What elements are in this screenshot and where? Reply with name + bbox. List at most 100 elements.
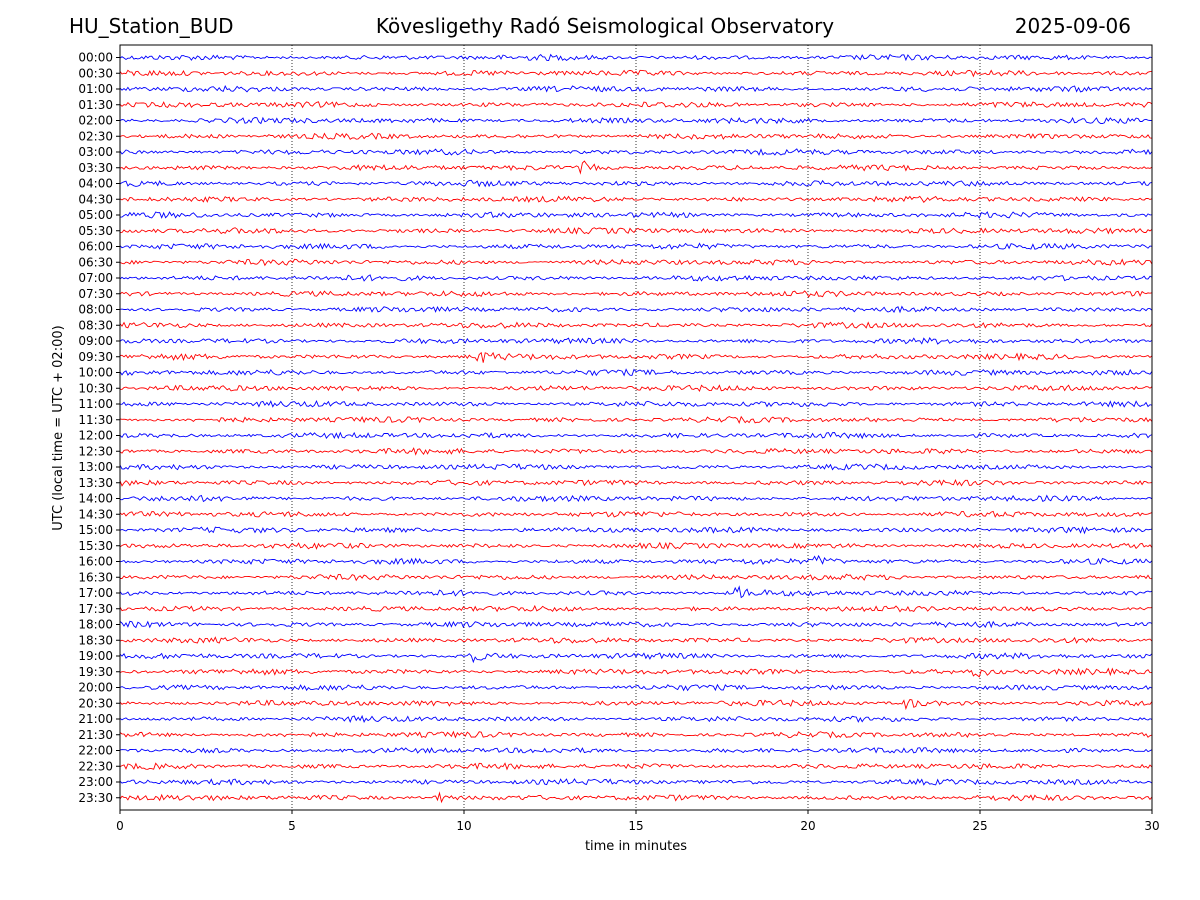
y-tick-label: 04:30 [78, 192, 113, 206]
y-tick-label: 16:00 [78, 555, 113, 569]
y-tick-label: 02:00 [78, 114, 113, 128]
y-tick-label: 08:00 [78, 303, 113, 317]
y-tick-label: 19:00 [78, 649, 113, 663]
seismic-trace [119, 585, 1153, 599]
y-tick-label: 01:30 [78, 98, 113, 112]
y-tick-label: 17:00 [78, 586, 113, 600]
y-tick-label: 00:00 [78, 51, 113, 65]
chart-date: 2025-09-06 [1014, 14, 1131, 38]
seismic-trace [120, 573, 1153, 582]
y-tick-label: 01:00 [78, 82, 113, 96]
y-tick-label: 05:00 [78, 208, 113, 222]
y-tick-label: 13:30 [78, 476, 113, 490]
seismic-trace [119, 526, 1153, 535]
seismic-trace [119, 290, 1153, 298]
seismic-trace [119, 463, 1153, 471]
grid-lines [291, 45, 981, 810]
seismic-trace [119, 698, 1153, 711]
x-tick-label: 20 [800, 819, 815, 833]
observatory-title: Kövesligethy Radó Seismological Observat… [375, 14, 835, 38]
seismic-trace [119, 604, 1153, 613]
seismic-trace [119, 415, 1153, 424]
y-tick-label: 18:30 [78, 633, 113, 647]
seismic-trace [119, 494, 1153, 503]
seismic-trace [119, 351, 1153, 363]
y-tick-label: 10:30 [78, 381, 113, 395]
seismic-trace [119, 85, 1153, 93]
y-tick-label: 11:30 [78, 413, 113, 427]
y-tick-label: 20:30 [78, 696, 113, 710]
seismic-trace [119, 431, 1153, 440]
y-tick-label: 19:30 [78, 665, 113, 679]
seismic-trace [120, 211, 1153, 219]
y-tick-label: 14:30 [78, 507, 113, 521]
seismic-trace [119, 652, 1153, 664]
y-tick-label: 10:00 [78, 366, 113, 380]
seismic-trace [119, 447, 1153, 456]
y-tick-label: 14:00 [78, 492, 113, 506]
x-tick-label: 25 [972, 819, 987, 833]
seismic-trace [119, 321, 1153, 329]
seismic-trace [119, 384, 1153, 393]
seismic-trace [119, 620, 1153, 629]
seismic-trace [119, 791, 1153, 804]
y-tick-label: 22:30 [78, 759, 113, 773]
seismic-trace [119, 195, 1153, 204]
y-tick-label: 06:30 [78, 255, 113, 269]
seismic-trace [119, 132, 1153, 141]
x-tick-label: 10 [456, 819, 471, 833]
seismic-trace [119, 69, 1152, 78]
y-tick-label: 02:30 [78, 129, 113, 143]
seismic-trace [119, 336, 1153, 345]
y-tick-label: 17:30 [78, 602, 113, 616]
y-tick-label: 23:30 [78, 791, 113, 805]
y-tick-label: 15:30 [78, 539, 113, 553]
seismic-trace [119, 683, 1153, 692]
seismic-trace [119, 179, 1153, 188]
seismic-trace [119, 368, 1153, 377]
station-name: HU_Station_BUD [69, 14, 234, 38]
y-tick-label: 03:30 [78, 161, 113, 175]
seismic-trace [119, 116, 1153, 125]
seismic-trace [119, 160, 1153, 175]
x-tick-label: 0 [116, 819, 124, 833]
seismic-trace [119, 399, 1153, 408]
y-tick-label: 00:30 [78, 66, 113, 80]
y-tick-label: 22:00 [78, 744, 113, 758]
y-tick-label: 04:00 [78, 177, 113, 191]
seismic-trace [119, 478, 1153, 487]
y-tick-label: 12:30 [78, 444, 113, 458]
seismic-trace [119, 305, 1153, 314]
seismic-trace [119, 510, 1153, 518]
seismic-trace [119, 274, 1153, 282]
y-tick-label: 21:30 [78, 728, 113, 742]
y-tick-label: 09:00 [78, 334, 113, 348]
x-axis-label: time in minutes [585, 839, 687, 854]
y-tick-label: 06:00 [78, 240, 113, 254]
seismic-trace [119, 242, 1153, 250]
seismic-trace [119, 541, 1153, 550]
seismic-trace [119, 148, 1153, 156]
y-tick-label: 12:00 [78, 429, 113, 443]
seismic-trace [119, 747, 1153, 754]
y-tick-label: 21:00 [78, 712, 113, 726]
seismic-trace [119, 258, 1153, 267]
y-tick-label: 11:00 [78, 397, 113, 411]
seismic-trace [119, 730, 1153, 739]
seismic-trace [119, 53, 1153, 62]
y-tick-label: 03:00 [78, 145, 113, 159]
y-axis-label: UTC (local time = UTC + 02:00) [51, 325, 66, 530]
seismic-trace [119, 101, 1153, 109]
x-tick-label: 15 [628, 819, 643, 833]
y-tick-label: 15:00 [78, 523, 113, 537]
y-tick-label: 07:00 [78, 271, 113, 285]
x-tick-label: 30 [1144, 819, 1159, 833]
y-tick-label: 09:30 [78, 350, 113, 364]
y-tick-label: 13:00 [78, 460, 113, 474]
y-tick-label: 16:30 [78, 570, 113, 584]
y-tick-label: 05:30 [78, 224, 113, 238]
seismic-trace [119, 667, 1153, 678]
seismic-trace [119, 762, 1153, 771]
